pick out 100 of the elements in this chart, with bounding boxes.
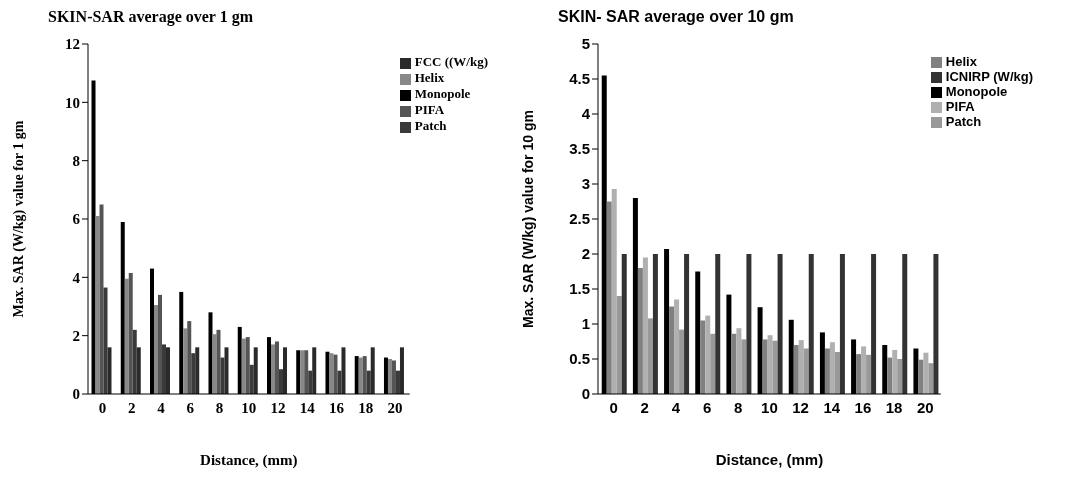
x-tick-label: 10 — [241, 399, 257, 416]
x-tick-label: 4 — [157, 399, 166, 416]
chart-title: SKIN-SAR average over 1 gm — [47, 8, 254, 28]
bar — [856, 354, 862, 394]
x-tick-label: 10 — [761, 398, 778, 416]
bar — [902, 254, 908, 394]
y-tick-label: 2.5 — [569, 210, 590, 228]
bar — [253, 347, 258, 394]
x-tick-label: 8 — [734, 398, 743, 416]
bar — [312, 347, 317, 394]
bar — [616, 296, 622, 394]
bar — [162, 344, 166, 394]
y-tick-label: 10 — [65, 94, 80, 111]
y-tick-label: 1.5 — [569, 280, 590, 298]
bar — [370, 347, 375, 394]
bar — [387, 359, 392, 394]
y-tick-label: 0 — [581, 385, 590, 403]
x-tick-label: 6 — [186, 399, 195, 416]
bar — [270, 344, 275, 394]
bar — [887, 357, 893, 394]
bar — [808, 254, 814, 394]
bar — [652, 254, 658, 394]
bar — [798, 340, 804, 394]
bar — [918, 359, 924, 394]
bar — [684, 254, 690, 394]
bar — [358, 357, 363, 394]
x-tick-label: 18 — [358, 399, 374, 416]
bar — [923, 352, 929, 394]
bar — [933, 254, 939, 394]
x-tick-label: 12 — [792, 398, 809, 416]
x-tick-label: 14 — [823, 398, 841, 416]
bar — [395, 370, 400, 394]
x-tick-label: 14 — [299, 399, 316, 416]
legend-label: Helix — [414, 70, 445, 85]
x-tick-label: 20 — [387, 399, 403, 416]
y-axis-title: Max. SAR (W/kg) value for 1 gm — [10, 120, 27, 318]
bar — [362, 356, 367, 394]
bar — [300, 350, 305, 394]
bar — [366, 370, 371, 394]
bar — [710, 333, 716, 394]
bar — [191, 353, 196, 394]
bar — [897, 359, 903, 394]
x-tick-label: 2 — [640, 398, 649, 416]
bar — [128, 272, 133, 394]
x-tick-label: 12 — [270, 399, 286, 416]
bar — [674, 299, 680, 394]
bar — [928, 363, 934, 394]
bar — [241, 338, 246, 394]
bar — [124, 278, 129, 394]
bar — [341, 347, 346, 394]
bar — [839, 254, 845, 394]
y-tick-label: 2 — [581, 245, 590, 263]
x-tick-label: 16 — [854, 398, 872, 416]
y-tick-label: 0.5 — [569, 350, 590, 368]
bar — [669, 306, 675, 394]
x-tick-label: 0 — [98, 399, 107, 416]
bar — [154, 305, 158, 394]
bar — [99, 204, 104, 394]
y-tick-label: 8 — [72, 152, 80, 169]
legend-label: FCC ((W/kg) — [414, 54, 488, 69]
bar — [212, 334, 217, 394]
y-tick-label: 12 — [65, 36, 80, 53]
y-tick-label: 6 — [72, 211, 81, 228]
bar — [803, 348, 809, 394]
bar — [95, 216, 100, 394]
bar — [637, 268, 643, 394]
bar — [611, 188, 617, 394]
bar — [871, 254, 877, 394]
bar — [746, 254, 752, 394]
y-tick-label: 3.5 — [569, 140, 590, 158]
y-tick-label: 4 — [72, 269, 81, 286]
bar — [107, 347, 112, 394]
x-tick-label: 6 — [702, 398, 712, 416]
x-tick-label: 20 — [916, 398, 934, 416]
x-tick-label: 8 — [215, 399, 224, 416]
bar — [391, 360, 396, 394]
x-tick-label: 2 — [128, 399, 136, 416]
legend-label: Helix — [945, 54, 977, 69]
bar — [824, 348, 830, 394]
legend-label: PIFA — [414, 102, 445, 117]
bar — [333, 354, 338, 394]
bar — [861, 346, 867, 394]
bar — [647, 318, 653, 394]
y-tick-label: 5 — [581, 35, 590, 53]
bar — [282, 347, 287, 394]
bar — [705, 315, 711, 394]
legend-label: Monopole — [414, 86, 471, 101]
bar — [278, 369, 283, 394]
bar — [767, 335, 773, 394]
bar — [166, 347, 170, 394]
legend-label: Patch — [945, 114, 982, 129]
bar — [216, 329, 221, 394]
bar — [132, 329, 137, 394]
x-axis-title: Distance, (mm) — [200, 451, 298, 469]
legend-label: Patch — [414, 118, 447, 133]
bar — [829, 342, 835, 394]
bar — [700, 320, 706, 394]
bar — [224, 347, 229, 394]
y-tick-label: 2 — [72, 327, 80, 344]
bar — [715, 254, 721, 394]
